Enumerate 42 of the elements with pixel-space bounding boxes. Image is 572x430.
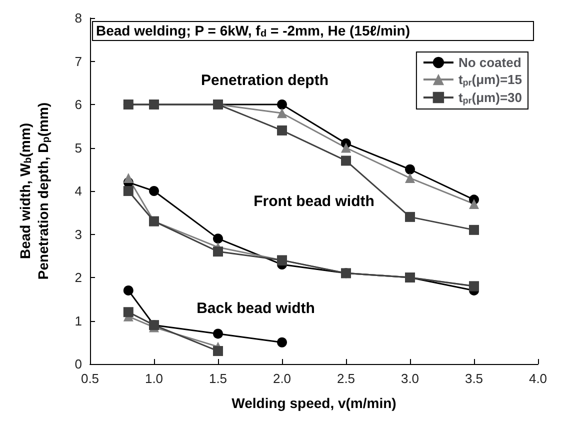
x-tick-label: 3.0 [400, 371, 420, 386]
point [277, 125, 287, 136]
x-tick-label: 0.5 [80, 371, 100, 386]
y-tick-label: 5 [74, 140, 82, 156]
point [213, 246, 223, 257]
x-tick-label: 1.0 [144, 371, 164, 386]
point [277, 337, 287, 348]
x-tick-label: 2.5 [336, 371, 356, 386]
point [123, 285, 134, 296]
x-tick-label: 4.0 [528, 371, 548, 386]
point [469, 224, 479, 235]
point [123, 307, 134, 318]
point [341, 156, 351, 166]
y-tick-label: 3 [74, 226, 82, 242]
annotation: Back bead width [196, 300, 315, 318]
x-axis-title: Welding speed, v(m/min) [232, 395, 396, 411]
point [213, 328, 223, 339]
point [277, 108, 287, 118]
point [213, 234, 223, 244]
x-tick-label: 2.0 [272, 371, 292, 386]
annotation: Penetration depth [200, 72, 328, 89]
y-tick-label: 6 [74, 97, 82, 112]
point [213, 346, 223, 356]
y-tick-label: 4 [74, 184, 82, 198]
point [149, 186, 159, 196]
point [405, 164, 415, 174]
y-tick-label: 0 [74, 356, 82, 372]
legend-label: No coated [458, 55, 522, 70]
point [405, 173, 415, 184]
y-tick-label: 2 [74, 270, 82, 285]
point [277, 100, 287, 110]
point [469, 198, 479, 209]
y-tick-label: 8 [74, 10, 82, 26]
y-tick-label: 7 [74, 54, 82, 69]
point [341, 142, 351, 153]
x-tick-label: 3.5 [464, 371, 484, 386]
point [405, 212, 415, 222]
point [123, 186, 134, 196]
point [123, 173, 134, 184]
y-tick-label: 1 [74, 313, 82, 328]
annotation: Front bead width [254, 192, 374, 210]
x-tick-label: 1.5 [208, 371, 228, 386]
